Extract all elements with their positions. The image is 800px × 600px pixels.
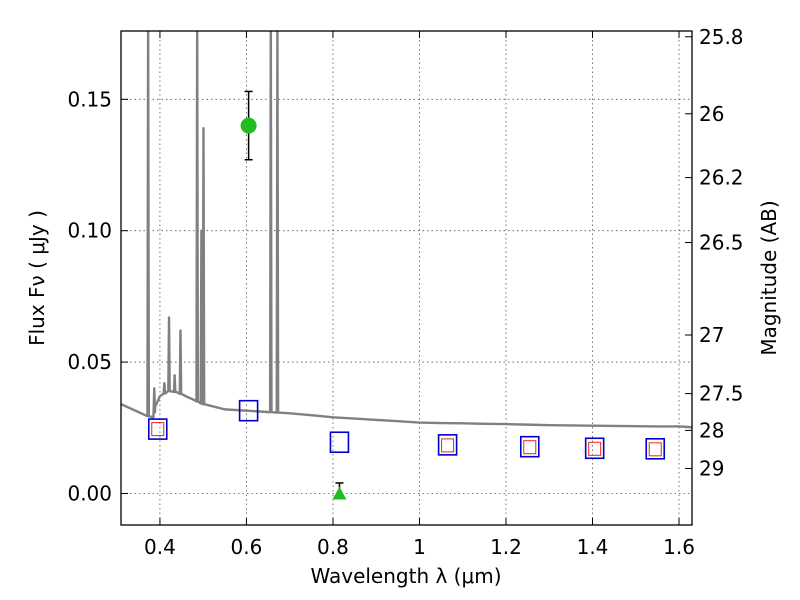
model-photometry-box-1: [238, 399, 259, 422]
observed-limit-box-1: [441, 438, 455, 453]
y-axis-label-left: Flux Fν ( μJy ): [25, 210, 49, 346]
x-tick-label-2: 0.8: [317, 535, 349, 559]
model-photometry-box-2: [329, 431, 350, 454]
observed-limit-box-0: [151, 422, 165, 437]
observed-limit-box-4: [648, 442, 662, 457]
sed-model-line: [121, 31, 692, 429]
x-tick-label-5: 1.4: [577, 535, 609, 559]
x-axis-label: Wavelength λ (μm): [310, 564, 501, 588]
observed-limit-box-2: [523, 440, 537, 455]
y-axis-label-right: Magnitude (AB): [757, 200, 781, 355]
grid-lines: [121, 31, 692, 525]
axis-ticks: 0.4 0.6 0.8 1 1.2 1.4 1.6 0.00 0.05 0.10 0.15 25.8 2…: [67, 25, 743, 559]
y-tick-label-left-0: 0.00: [67, 481, 112, 505]
model-photometry-box-0: [147, 418, 168, 440]
x-tick-label-0: 0.4: [144, 535, 176, 559]
x-tick-label-1: 0.6: [231, 535, 263, 559]
y-tick-label-left-2: 0.10: [67, 219, 112, 243]
x-tick-label-3: 1: [413, 535, 426, 559]
detection-point-0: [240, 117, 257, 134]
y-tick-label-right-1: 26: [699, 102, 724, 126]
model-photometry-box-5: [584, 437, 605, 460]
y-tick-label-right-2: 26.2: [699, 166, 744, 190]
model-photometry-box-6: [645, 437, 666, 460]
plot-frame: [120, 30, 693, 526]
y-tick-label-left-1: 0.05: [67, 350, 112, 374]
plot-area: [121, 31, 692, 500]
y-tick-label-right-4: 27: [699, 323, 724, 347]
y-tick-label-right-3: 26.5: [699, 231, 744, 255]
y-tick-label-left-3: 0.15: [67, 87, 112, 111]
upper-limit-point-0: [332, 486, 347, 500]
y-tick-label-right-5: 27.5: [699, 382, 744, 406]
y-tick-label-right-0: 25.8: [699, 25, 744, 49]
observed-limit-box-3: [588, 441, 602, 456]
model-photometry-box-4: [519, 435, 540, 458]
y-tick-label-right-6: 28: [699, 418, 724, 442]
y-tick-label-right-7: 29: [699, 457, 724, 481]
x-tick-label-6: 1.6: [663, 535, 695, 559]
model-photometry-box-3: [437, 434, 458, 456]
x-tick-label-4: 1.2: [490, 535, 522, 559]
